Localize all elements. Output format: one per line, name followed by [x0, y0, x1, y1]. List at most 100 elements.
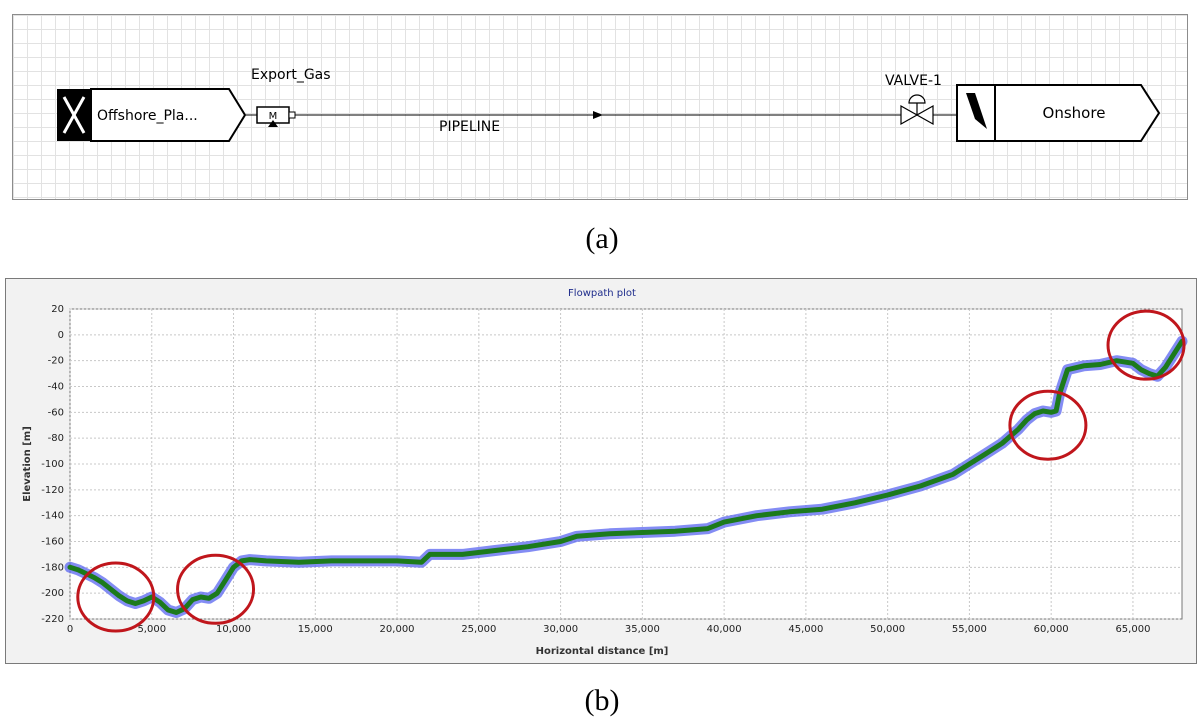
elevation-point: [199, 595, 203, 599]
source-node-body: [90, 88, 247, 142]
elevation-point: [608, 532, 612, 536]
elevation-point: [1000, 441, 1004, 445]
valve-left-icon: [900, 104, 919, 126]
x-tick-label: 65,000: [1115, 624, 1150, 635]
elevation-point: [1066, 368, 1070, 372]
elevation-point: [526, 545, 530, 549]
y-axis-ticks: 20 0 -20 -40 -60 -80 -100 -120 -140 -160 -180 -200 -…: [41, 304, 64, 625]
y-tick-label: -200: [41, 588, 64, 599]
elevation-point: [158, 600, 162, 604]
meter-port: [288, 111, 296, 119]
x-axis-ticks: 0 5,000 10,000 15,000 20,000 25,000 30,000 35,0…: [67, 624, 1151, 635]
x-tick-label: 5,000: [137, 624, 166, 635]
pipeline[interactable]: [295, 111, 901, 119]
valve-label: VALVE-1: [885, 73, 942, 89]
elevation-point: [68, 565, 72, 569]
valve-right-icon: [915, 104, 934, 126]
x-tick-label: 50,000: [870, 624, 905, 635]
process-diagram-panel: Offshore_Pla... M Export_Gas PIPELINE VA…: [12, 14, 1188, 200]
y-tick-label: -180: [41, 562, 64, 573]
elevation-point: [1025, 418, 1029, 422]
elevation-point: [820, 507, 824, 511]
flowpath-chart-panel: Flowpath plot 20 0 -20 -40 -60 -80 -100 -120 -14…: [5, 278, 1197, 664]
elevation-point: [951, 472, 955, 476]
elevation-point: [191, 598, 195, 602]
source-node[interactable]: Offshore_Pla...: [57, 88, 247, 142]
flowpath-chart: Flowpath plot 20 0 -20 -40 -60 -80 -100 -120 -14…: [22, 288, 1188, 657]
elevation-point: [117, 594, 121, 598]
elevation-point: [428, 552, 432, 556]
elevation-point: [460, 552, 464, 556]
valve[interactable]: [900, 94, 934, 126]
sink-node-body: [994, 84, 1161, 142]
elevation-point: [1049, 410, 1053, 414]
elevation-point: [420, 560, 424, 564]
y-tick-label: -40: [48, 382, 64, 393]
elevation-point: [240, 559, 244, 563]
source-node-label: Offshore_Pla...: [97, 108, 198, 124]
elevation-line: [67, 338, 1185, 615]
y-tick-label: -140: [41, 511, 64, 522]
elevation-point: [207, 596, 211, 600]
elevation-point: [706, 527, 710, 531]
x-tick-label: 35,000: [625, 624, 660, 635]
caption-a: (a): [585, 222, 619, 255]
process-diagram: Offshore_Pla... M Export_Gas PIPELINE VA…: [57, 67, 1161, 142]
x-tick-label: 10,000: [216, 624, 251, 635]
meter-label: M: [269, 111, 278, 122]
y-tick-label: -60: [48, 407, 64, 418]
flow-meter[interactable]: M: [256, 106, 296, 127]
elevation-point: [125, 599, 129, 603]
elevation-point: [215, 591, 219, 595]
elevation-point: [109, 587, 113, 591]
x-axis-label: Horizontal distance [m]: [536, 646, 669, 657]
x-tick-label: 20,000: [380, 624, 415, 635]
elevation-point: [1172, 352, 1176, 356]
sink-node[interactable]: Onshore: [956, 84, 1161, 142]
elevation-point: [722, 520, 726, 524]
y-tick-label: -20: [48, 356, 64, 367]
x-tick-label: 0: [67, 624, 73, 635]
highlight-circle: [1008, 389, 1088, 461]
elevation-point: [559, 540, 563, 543]
y-tick-label: 0: [58, 330, 64, 341]
elevation-point: [1054, 409, 1058, 413]
elevation-point: [174, 611, 178, 615]
y-tick-label: -160: [41, 537, 64, 548]
elevation-point: [918, 484, 922, 488]
elevation-point: [395, 559, 399, 563]
elevation-point: [1147, 372, 1151, 376]
elevation-point: [1115, 359, 1119, 363]
elevation-point: [853, 501, 857, 505]
y-tick-label: -100: [41, 459, 64, 470]
elevation-point: [640, 530, 644, 534]
elevation-point: [1139, 368, 1143, 372]
elevation-point: [232, 565, 236, 569]
export-gas-label: Export_Gas: [251, 67, 331, 83]
elevation-series: [64, 335, 1188, 618]
elevation-point: [1131, 361, 1135, 365]
highlight-circle: [176, 553, 256, 625]
elevation-point: [493, 549, 497, 553]
sink-node-label: Onshore: [1043, 104, 1106, 122]
elevation-point: [755, 514, 759, 518]
elevation-point: [166, 608, 170, 612]
y-tick-label: -80: [48, 433, 64, 444]
elevation-point: [101, 581, 105, 585]
caption-b: (b): [584, 684, 620, 717]
pipeline-label: PIPELINE: [439, 119, 500, 135]
elevation-point: [330, 559, 334, 563]
elevation-point: [1082, 364, 1086, 368]
elevation-point: [76, 568, 80, 572]
elevation-point: [142, 599, 146, 603]
x-icon: [62, 96, 86, 134]
elevation-point: [788, 510, 792, 514]
meter-triangle-icon: [268, 120, 278, 127]
highlight-circle: [1106, 309, 1186, 381]
chart-title: Flowpath plot: [568, 288, 636, 299]
triangle-flag-icon: [966, 93, 987, 129]
elevation-point: [1041, 409, 1045, 413]
x-tick-label: 55,000: [952, 624, 987, 635]
x-tick-label: 60,000: [1034, 624, 1069, 635]
elevation-point: [984, 452, 988, 456]
